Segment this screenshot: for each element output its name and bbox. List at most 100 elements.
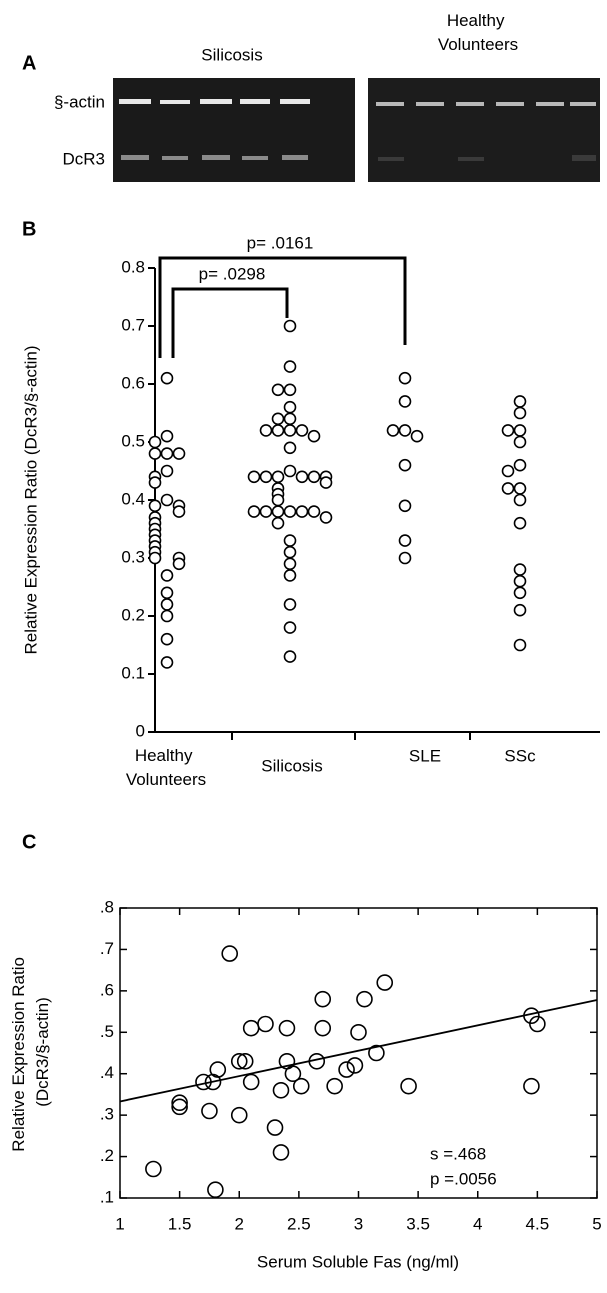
data-point bbox=[315, 992, 330, 1007]
data-point bbox=[285, 651, 296, 662]
y-tick-label: 0.8 bbox=[121, 257, 145, 276]
data-point bbox=[294, 1079, 309, 1094]
data-point bbox=[210, 1062, 225, 1077]
x-tick-label: 3.5 bbox=[406, 1214, 430, 1233]
data-point bbox=[524, 1079, 539, 1094]
data-point bbox=[377, 975, 392, 990]
data-point bbox=[400, 396, 411, 407]
data-point bbox=[273, 413, 284, 424]
data-point bbox=[503, 425, 514, 436]
data-point bbox=[285, 361, 296, 372]
x-tick-label: SSc bbox=[504, 746, 536, 765]
data-point bbox=[400, 553, 411, 564]
data-point bbox=[285, 321, 296, 332]
y-axis-label: Relative Expression Ratio (DcR3/§-actin) bbox=[9, 952, 52, 1151]
data-point bbox=[162, 657, 173, 668]
data-point bbox=[309, 471, 320, 482]
annotation: p= .0298 bbox=[199, 264, 266, 283]
data-point bbox=[279, 1021, 294, 1036]
row-label: §-actin bbox=[54, 92, 105, 111]
data-point bbox=[357, 992, 372, 1007]
data-point bbox=[515, 437, 526, 448]
data-point bbox=[285, 599, 296, 610]
data-point bbox=[400, 425, 411, 436]
data-point bbox=[249, 506, 260, 517]
data-point bbox=[273, 471, 284, 482]
data-point bbox=[162, 587, 173, 598]
y-tick-label: .5 bbox=[100, 1022, 114, 1041]
data-point bbox=[515, 483, 526, 494]
data-point bbox=[174, 558, 185, 569]
row-label: DcR3 bbox=[62, 149, 105, 168]
data-point bbox=[273, 506, 284, 517]
data-point bbox=[244, 1021, 259, 1036]
x-tick-label: 1.5 bbox=[168, 1214, 192, 1233]
data-point bbox=[400, 460, 411, 471]
data-point bbox=[162, 466, 173, 477]
data-point bbox=[515, 518, 526, 529]
data-point bbox=[258, 1017, 273, 1032]
data-point bbox=[285, 506, 296, 517]
annotation: s =.468 bbox=[430, 1144, 486, 1163]
column-label: Silicosis bbox=[201, 45, 262, 64]
y-tick-label: 0.6 bbox=[121, 373, 145, 392]
data-point bbox=[261, 425, 272, 436]
data-point bbox=[388, 425, 399, 436]
data-point bbox=[162, 448, 173, 459]
data-point bbox=[339, 1062, 354, 1077]
data-point bbox=[297, 471, 308, 482]
data-point bbox=[315, 1021, 330, 1036]
regression-line bbox=[120, 1000, 597, 1102]
data-point bbox=[515, 460, 526, 471]
data-point bbox=[515, 564, 526, 575]
x-tick-label: Silicosis bbox=[261, 756, 322, 775]
y-tick-label: 0 bbox=[136, 721, 145, 740]
data-point bbox=[401, 1079, 416, 1094]
data-point bbox=[174, 506, 185, 517]
data-point bbox=[172, 1095, 187, 1110]
data-point bbox=[162, 431, 173, 442]
data-point bbox=[202, 1104, 217, 1119]
data-point bbox=[222, 946, 237, 961]
y-tick-label: .6 bbox=[100, 980, 114, 999]
data-point bbox=[503, 466, 514, 477]
panel-label: B bbox=[22, 218, 36, 240]
data-point bbox=[285, 547, 296, 558]
data-point bbox=[232, 1108, 247, 1123]
data-point bbox=[515, 640, 526, 651]
data-point bbox=[515, 605, 526, 616]
y-tick-label: .2 bbox=[100, 1146, 114, 1165]
y-tick-label: .3 bbox=[100, 1105, 114, 1124]
data-point bbox=[273, 425, 284, 436]
data-point bbox=[162, 599, 173, 610]
x-tick-label: 4 bbox=[473, 1214, 482, 1233]
data-point bbox=[285, 413, 296, 424]
data-point bbox=[146, 1162, 161, 1177]
data-point bbox=[285, 466, 296, 477]
data-point bbox=[268, 1120, 283, 1135]
y-tick-label: 0.5 bbox=[121, 431, 145, 450]
data-point bbox=[285, 622, 296, 633]
y-tick-label: 0.3 bbox=[121, 547, 145, 566]
data-point bbox=[400, 373, 411, 384]
data-point bbox=[150, 448, 161, 459]
data-point bbox=[285, 558, 296, 569]
gel-image bbox=[113, 78, 600, 182]
data-point bbox=[285, 425, 296, 436]
data-point bbox=[285, 535, 296, 546]
data-point bbox=[412, 431, 423, 442]
data-point bbox=[208, 1182, 223, 1197]
data-point bbox=[297, 506, 308, 517]
data-point bbox=[273, 495, 284, 506]
data-point bbox=[150, 477, 161, 488]
data-point bbox=[285, 442, 296, 453]
data-point bbox=[261, 506, 272, 517]
data-point bbox=[273, 1145, 288, 1160]
x-tick-label: 4.5 bbox=[526, 1214, 550, 1233]
data-point bbox=[162, 634, 173, 645]
data-point bbox=[515, 576, 526, 587]
x-tick-label: SLE bbox=[409, 746, 441, 765]
y-tick-label: .8 bbox=[100, 897, 114, 916]
y-tick-label: .4 bbox=[100, 1063, 114, 1082]
data-point bbox=[327, 1079, 342, 1094]
